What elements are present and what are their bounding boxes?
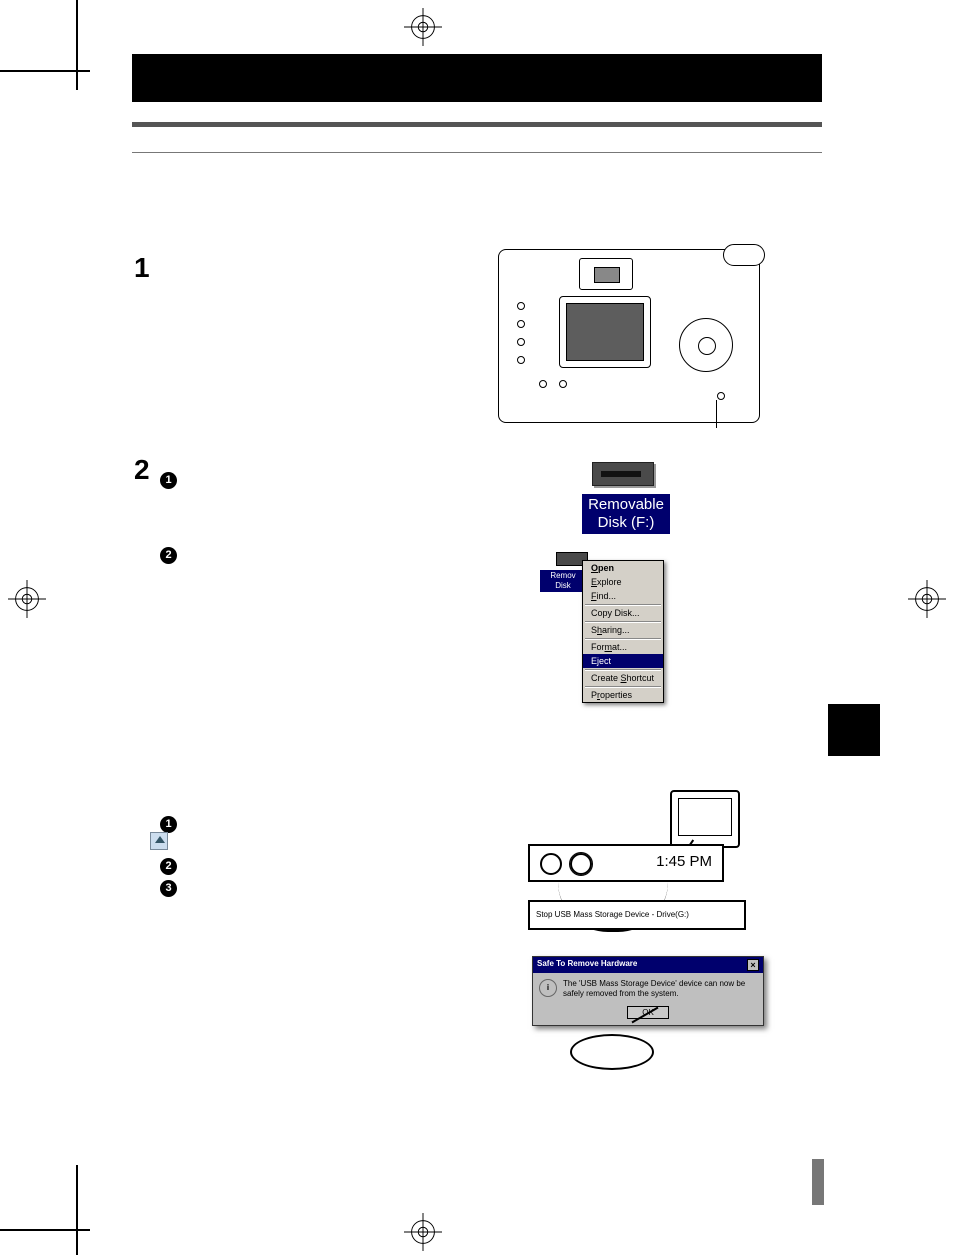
unplug-tray-icon[interactable] (570, 853, 592, 875)
substep-1b: 1 (160, 816, 177, 833)
menu-explore[interactable]: Explore (583, 575, 663, 589)
stop-device-tooltip[interactable]: Stop USB Mass Storage Device - Drive(G:) (528, 900, 746, 930)
menu-find[interactable]: FFind...ind... (583, 589, 663, 603)
menu-open[interactable]: Open (583, 561, 663, 575)
callout-oval (570, 1034, 654, 1070)
unplug-icon (150, 832, 168, 850)
registration-mark-icon (404, 1213, 442, 1251)
tray-clock: 1:45 PM (656, 853, 712, 870)
chapter-tab (828, 704, 880, 756)
step-number-2: 2 (134, 454, 150, 486)
crop-mark (76, 1165, 78, 1255)
speaker-icon (540, 853, 562, 875)
header-bar (132, 54, 822, 102)
page: 1 2 1 2 RemovableDisk (F:) RemovDisk Ope… (0, 0, 954, 1255)
substep-1: 1 (160, 472, 177, 489)
divider (132, 152, 822, 153)
registration-mark-icon (404, 8, 442, 46)
menu-eject[interactable]: Eject (583, 654, 663, 668)
menu-sharing[interactable]: Sharing... (583, 623, 663, 637)
removable-disk-icon (592, 462, 654, 486)
dialog-title: Safe To Remove Hardware (537, 959, 637, 971)
page-marker (812, 1159, 824, 1205)
step-number-1: 1 (134, 252, 150, 284)
leader-line (716, 400, 717, 428)
registration-mark-icon (8, 580, 46, 618)
substep-2: 2 (160, 547, 177, 564)
menu-format[interactable]: Format... (583, 640, 663, 654)
removable-disk-small-label: RemovDisk (540, 570, 586, 592)
info-icon: i (539, 979, 557, 997)
context-menu: Open Explore FFind...ind... Copy Disk...… (582, 560, 664, 703)
removable-disk-label: RemovableDisk (F:) (582, 494, 670, 534)
menu-copydisk[interactable]: Copy Disk... (583, 606, 663, 620)
camera-illustration (498, 249, 760, 423)
registration-mark-icon (908, 580, 946, 618)
substep-2b: 2 (160, 858, 177, 875)
crop-mark (0, 70, 90, 72)
close-icon[interactable]: × (747, 959, 759, 971)
crop-mark (0, 1229, 90, 1231)
crop-mark (76, 0, 78, 90)
system-tray: 1:45 PM (528, 844, 724, 882)
substep-3b: 3 (160, 880, 177, 897)
divider (132, 122, 822, 127)
monitor-icon (670, 790, 740, 848)
safe-remove-dialog: Safe To Remove Hardware × i The 'USB Mas… (532, 956, 764, 1026)
dialog-message: The 'USB Mass Storage Device' device can… (563, 979, 757, 998)
menu-shortcut[interactable]: Create Shortcut (583, 671, 663, 685)
menu-properties[interactable]: Properties (583, 688, 663, 702)
